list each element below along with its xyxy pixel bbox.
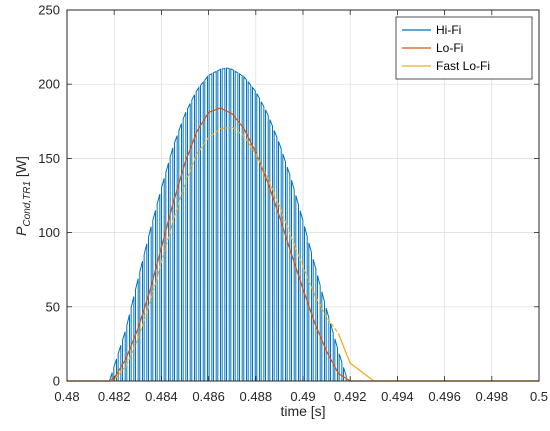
- ticks: [66, 9, 540, 382]
- legend-label-hi-fi: Hi-Fi: [436, 23, 461, 37]
- legend-label-fast-lo-fi: Fast Lo-Fi: [436, 59, 490, 73]
- y-tick-label: 150: [38, 151, 60, 166]
- y-tick-label: 200: [38, 77, 60, 92]
- legend: Hi-Fi Lo-Fi Fast Lo-Fi: [395, 16, 533, 80]
- y-axis-label-sub: Cond,TR1: [22, 181, 33, 227]
- series-lo-fi-line: [67, 107, 539, 382]
- x-tick-label: 0.486: [192, 389, 225, 404]
- x-tick-label: 0.48: [54, 389, 79, 404]
- x-tick-label: 0.49: [290, 389, 315, 404]
- tick-labels: 0.48 0.482 0.484 0.486 0.488 0.49 0.492 0.494 0.…: [38, 3, 548, 405]
- legend-label-lo-fi: Lo-Fi: [436, 41, 463, 55]
- series-hi-fi-line: [67, 67, 539, 382]
- x-tick-label: 0.5: [530, 389, 548, 404]
- x-tick-label: 0.492: [334, 389, 367, 404]
- x-tick-label: 0.494: [381, 389, 414, 404]
- x-tick-label: 0.482: [98, 389, 131, 404]
- y-tick-label: 0: [53, 374, 60, 389]
- x-tick-label: 0.488: [240, 389, 273, 404]
- y-axis-label-unit: [W]: [13, 156, 29, 177]
- x-tick-label: 0.496: [428, 389, 461, 404]
- x-tick-label: 0.498: [476, 389, 509, 404]
- y-tick-label: 50: [46, 299, 60, 314]
- series-fast-lo-fi-line: [67, 126, 339, 382]
- y-tick-label: 250: [38, 3, 60, 18]
- x-axis-label: time [s]: [280, 403, 325, 419]
- y-axis-label-main: P: [13, 226, 29, 236]
- x-tick-label: 0.484: [145, 389, 178, 404]
- y-tick-label: 100: [38, 225, 60, 240]
- y-axis-label: PCond,TR1 [W]: [13, 156, 33, 236]
